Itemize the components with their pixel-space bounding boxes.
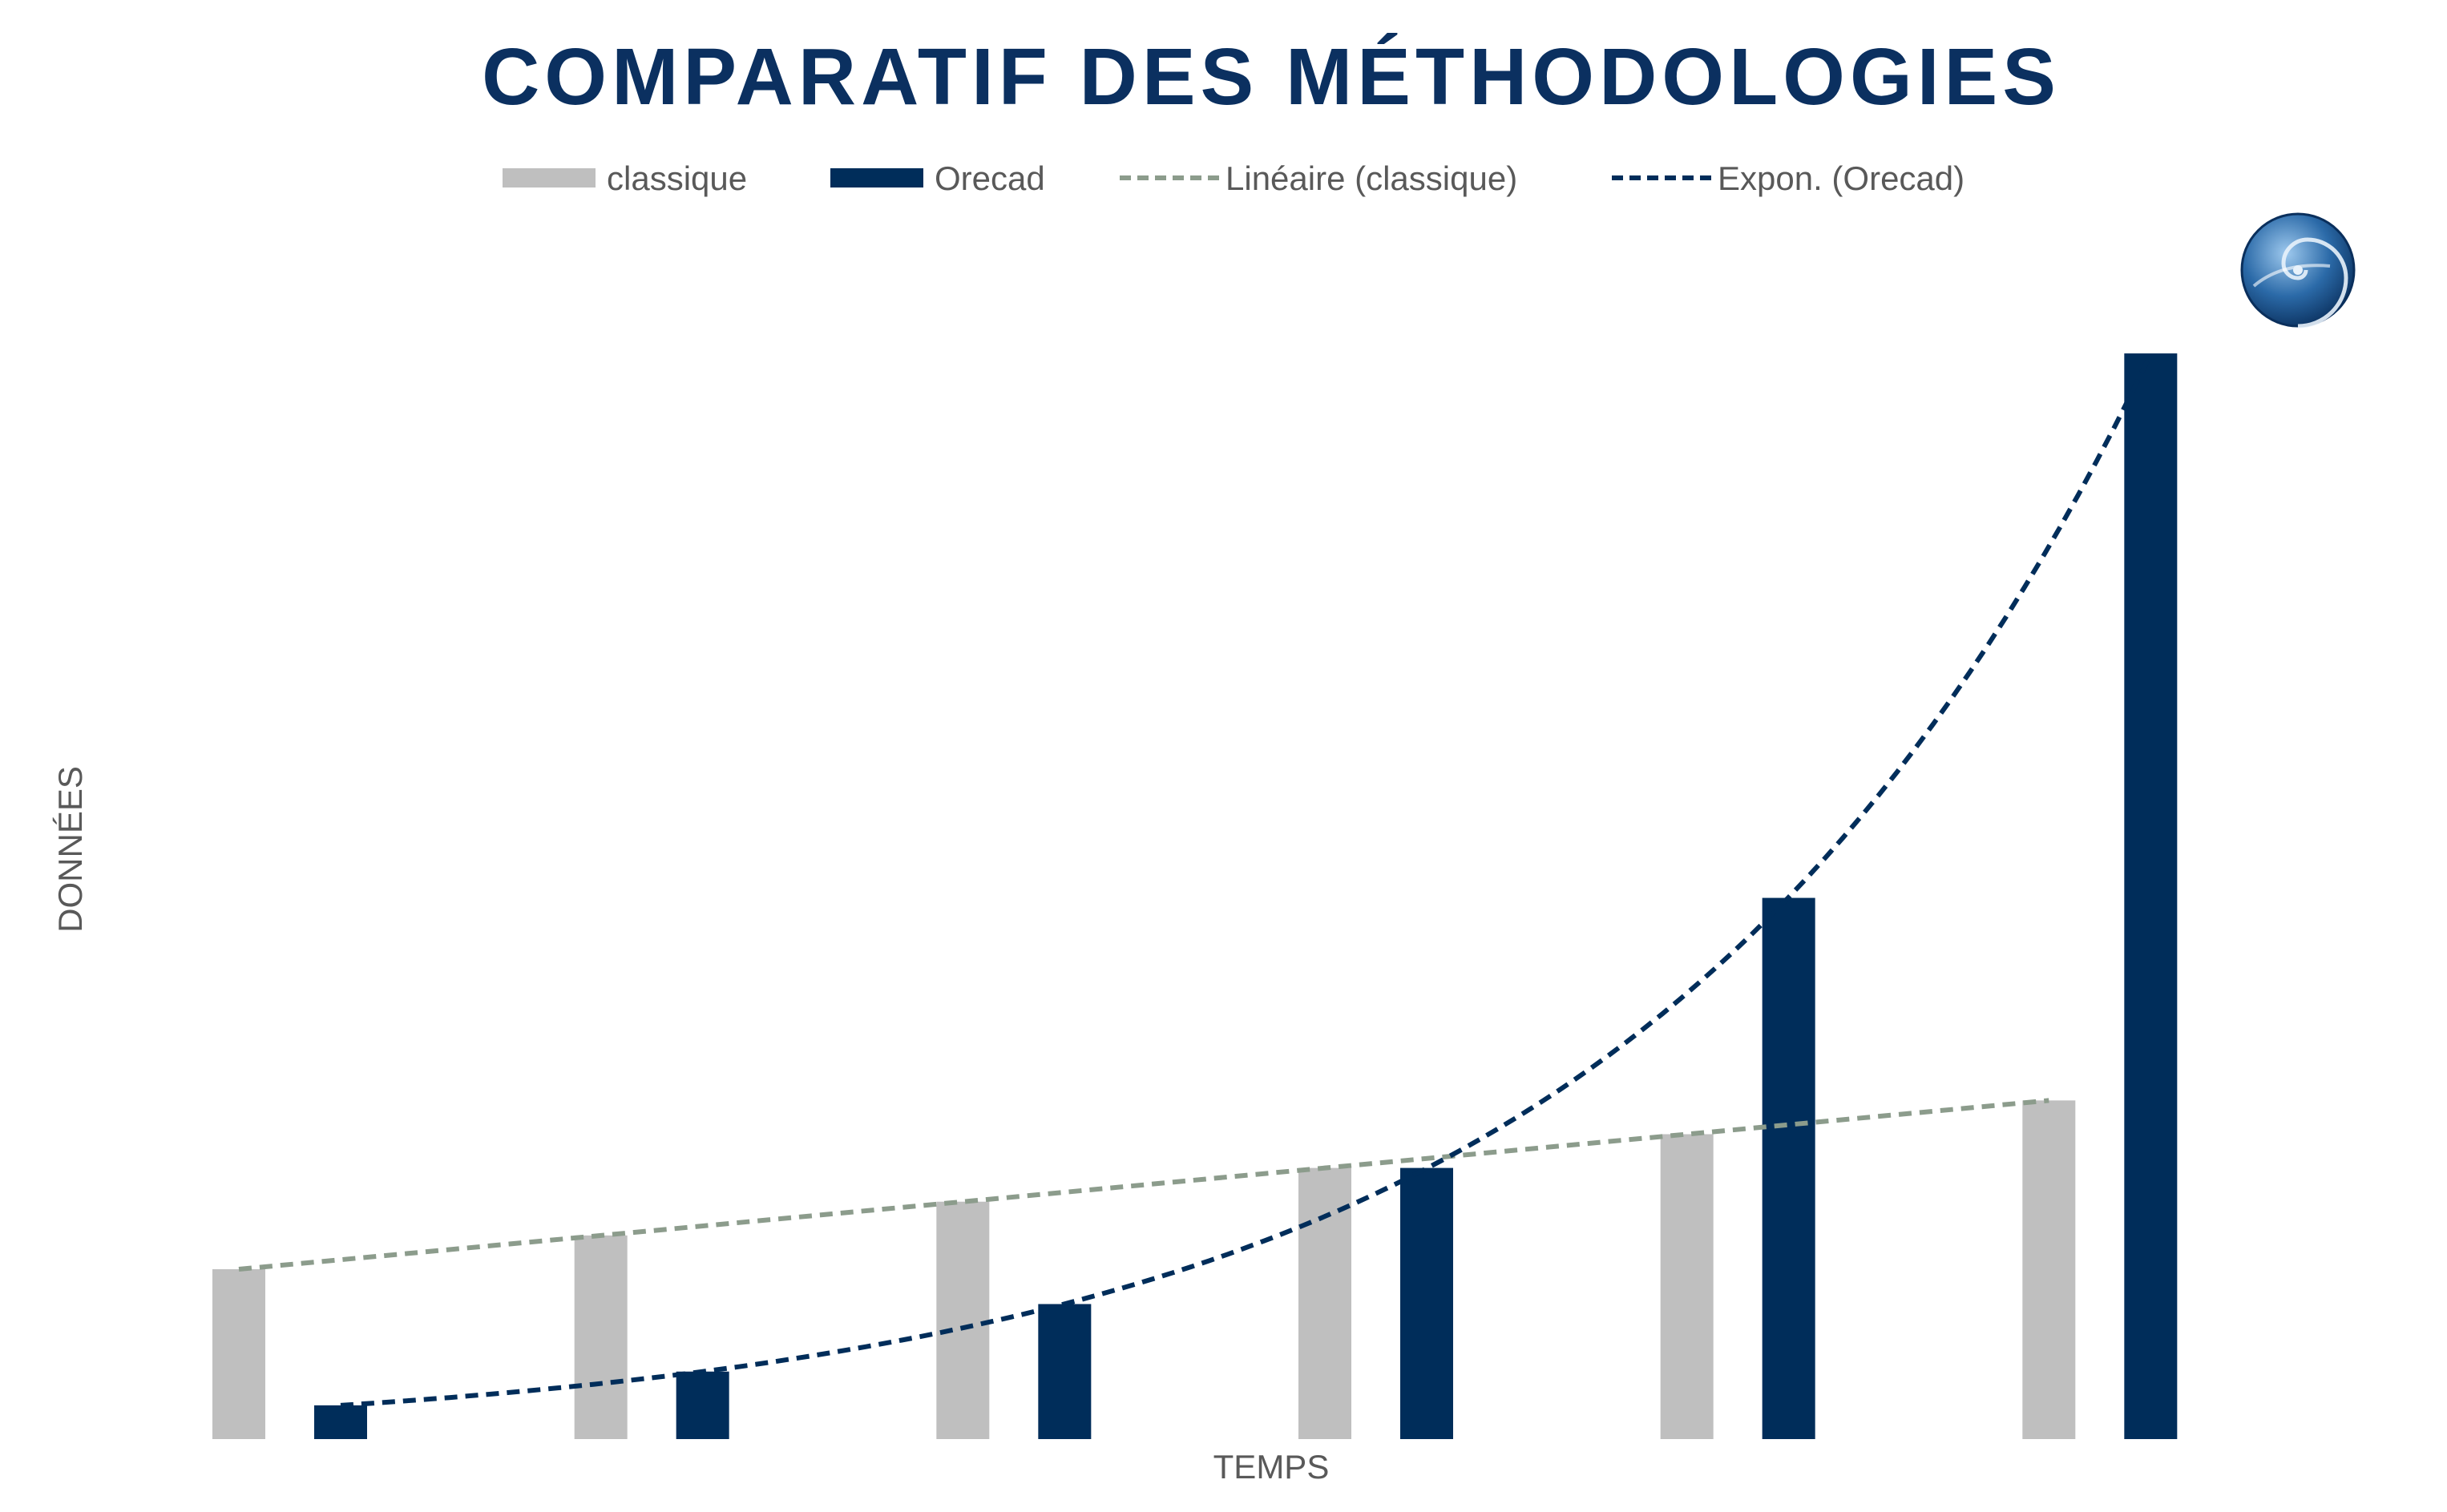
bar-orecad-4 — [1400, 1167, 1453, 1439]
y-axis-title: DONNÉES — [51, 766, 89, 933]
bar-classique-1 — [212, 1268, 265, 1439]
trendline-linear-classique — [238, 1098, 2049, 1272]
legend: classique Orecad Linéaire (classique) Expon… — [503, 159, 1964, 197]
bar-classique-6 — [2022, 1100, 2076, 1439]
chart-title: COMPARATIF DES MÉTHODOLOGIES — [482, 32, 2061, 122]
spiral-logo-icon — [2240, 212, 2356, 329]
bar-classique-5 — [1660, 1134, 1714, 1439]
bar-orecad-6 — [2124, 353, 2178, 1439]
bar-classique-4 — [1298, 1167, 1351, 1439]
legend-symbol-1 — [503, 168, 596, 187]
bar-orecad-3 — [1038, 1304, 1092, 1439]
trendline-expon-orecad — [340, 353, 2153, 1408]
bar-orecad-2 — [676, 1371, 729, 1439]
legend-label-3: Linéaire (classique) — [1226, 159, 1517, 197]
legend-label-1: classique — [607, 159, 747, 197]
bars — [212, 353, 2178, 1439]
bar-orecad-5 — [1762, 897, 1815, 1439]
x-axis-title: TEMPS — [1213, 1448, 1330, 1486]
bar-orecad-1 — [314, 1405, 367, 1439]
bar-classique-2 — [574, 1235, 628, 1439]
legend-label-2: Orecad — [935, 159, 1045, 197]
legend-symbol-2 — [830, 168, 923, 187]
legend-label-4: Expon. (Orecad) — [1718, 159, 1964, 197]
trendlines — [238, 353, 2153, 1408]
bar-classique-3 — [936, 1201, 990, 1439]
